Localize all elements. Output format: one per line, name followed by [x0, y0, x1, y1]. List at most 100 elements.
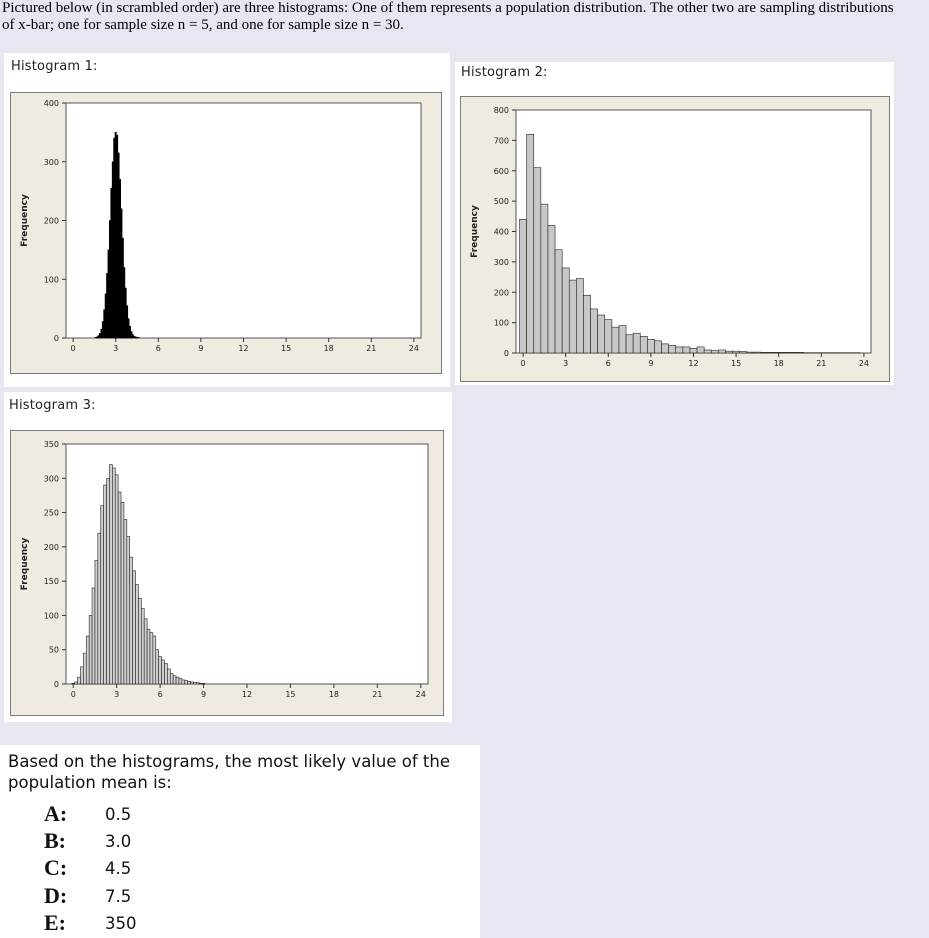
x-tick-label: 18 [774, 359, 784, 368]
histogram-bar [198, 683, 203, 685]
histogram-bar [164, 663, 168, 685]
histogram-bar [103, 484, 107, 685]
option-a-letter: A: [44, 801, 68, 826]
x-tick-label: 6 [606, 359, 611, 368]
y-tick-label: 250 [44, 509, 59, 518]
histogram-bar [739, 351, 748, 354]
histogram-bar [100, 505, 104, 685]
y-tick-label: 100 [494, 319, 509, 328]
x-tick-label: 3 [114, 690, 119, 699]
histogram-1-chart: 0 100 200 300 400 0 3 6 9 12 15 18 21 24 Frequency [20, 99, 422, 353]
y-tick-label: 0 [504, 349, 509, 358]
option-d[interactable]: D: 7.5 [44, 883, 244, 909]
histogram-bar [668, 345, 677, 354]
histogram-bar [80, 666, 84, 685]
histogram-bar [83, 652, 87, 685]
histogram-bar [682, 346, 691, 354]
histogram-bar [547, 225, 556, 354]
histogram-bar [576, 278, 584, 354]
option-b[interactable]: B: 3.0 [44, 828, 244, 854]
x-tick-label: 15 [285, 690, 295, 699]
histogram-bar [126, 536, 131, 685]
histogram-bar [88, 615, 93, 685]
histogram-2-frame: 0 100 200 300 400 500 600 700 800 0 3 6 9 12 15 18 21 24 F… [460, 96, 890, 382]
histogram-bar [135, 584, 139, 685]
option-e[interactable]: E: 350 [44, 910, 244, 936]
histogram-bar [106, 477, 110, 685]
y-tick-label: 400 [494, 228, 509, 237]
x-tick-label: 21 [366, 344, 376, 353]
histogram-bar [140, 608, 145, 685]
option-c[interactable]: C: 4.5 [44, 855, 244, 881]
histogram-bar [746, 351, 755, 354]
option-a-value: 0.5 [105, 805, 132, 824]
histogram-bar [181, 679, 186, 685]
histogram-bar [74, 681, 78, 685]
histogram-1-title: Histogram 1: [11, 59, 98, 74]
question-text: Based on the histograms, the most likely… [8, 752, 450, 792]
histogram-bar [568, 279, 577, 354]
x-tick-label: 3 [563, 359, 568, 368]
option-c-letter: C: [44, 855, 68, 880]
x-tick-label: 9 [198, 344, 203, 353]
y-tick-label: 300 [494, 258, 509, 267]
histogram-bar [710, 350, 719, 354]
histogram-bar [137, 337, 140, 339]
histogram-bar [190, 681, 194, 685]
question-panel: Based on the histograms, the most likely… [0, 745, 480, 938]
histogram-bar [632, 332, 641, 354]
histogram-bar [175, 676, 180, 685]
histogram-bar [152, 635, 157, 685]
histogram-bar [526, 133, 535, 354]
x-tick-label: 6 [156, 344, 161, 353]
x-tick-label: 15 [281, 344, 291, 353]
option-e-value: 350 [105, 914, 137, 933]
x-tick-label: 0 [71, 344, 76, 353]
histogram-bar [184, 680, 188, 685]
histogram-2-title: Histogram 2: [461, 65, 548, 80]
y-tick-label: 50 [49, 646, 59, 655]
histogram-bar [167, 668, 171, 685]
x-tick-label: 18 [329, 690, 339, 699]
x-tick-label: 21 [816, 359, 826, 368]
x-tick-label: 24 [859, 359, 869, 368]
y-tick-label: 500 [494, 197, 509, 206]
histogram-bar [540, 203, 549, 354]
x-tick-label: 15 [731, 359, 741, 368]
histogram-bar [675, 346, 684, 354]
option-c-value: 4.5 [105, 859, 132, 878]
x-tick-label: 0 [521, 359, 526, 368]
histogram-bar [158, 656, 162, 685]
histogram-bar [533, 167, 542, 354]
x-tick-label: 12 [238, 344, 248, 353]
y-tick-label: 200 [44, 543, 59, 552]
y-tick-label: 200 [494, 288, 509, 297]
histogram-bar [117, 491, 122, 685]
histogram-bar [71, 683, 75, 685]
histogram-bar [590, 308, 598, 354]
histogram-2-panel: Histogram 2: 0 100 200 300 400 500 600 700 800 0 3… [455, 62, 894, 385]
y-axis-title: Frequency [470, 205, 480, 258]
option-d-letter: D: [44, 883, 68, 908]
histogram-1-frame: 0 100 200 300 400 0 3 6 9 12 15 18 21 24 Frequency [10, 92, 442, 374]
histogram-bar [85, 635, 90, 685]
histogram-bar [196, 682, 200, 685]
histogram-bar [561, 267, 570, 354]
histogram-bar [97, 532, 102, 685]
histogram-bar [94, 560, 99, 685]
option-a[interactable]: A: 0.5 [44, 801, 244, 827]
histogram-bar [625, 334, 634, 354]
y-tick-label: 300 [44, 474, 59, 483]
histogram-bar [132, 570, 136, 685]
histogram-bar [647, 339, 655, 354]
histogram-3-chart: 0 50 100 150 200 250 300 350 0 3 6 9 12 15 18 21 24 Frequ… [20, 440, 429, 699]
y-tick-label: 400 [44, 99, 59, 108]
y-tick-label: 300 [44, 158, 59, 167]
histogram-bar [753, 351, 762, 354]
histogram-bar [760, 352, 769, 354]
histogram-bar [161, 659, 165, 685]
y-axis-title: Frequency [20, 194, 30, 247]
histogram-bar [604, 319, 613, 354]
histogram-bar [796, 352, 804, 354]
x-tick-label: 12 [688, 359, 698, 368]
